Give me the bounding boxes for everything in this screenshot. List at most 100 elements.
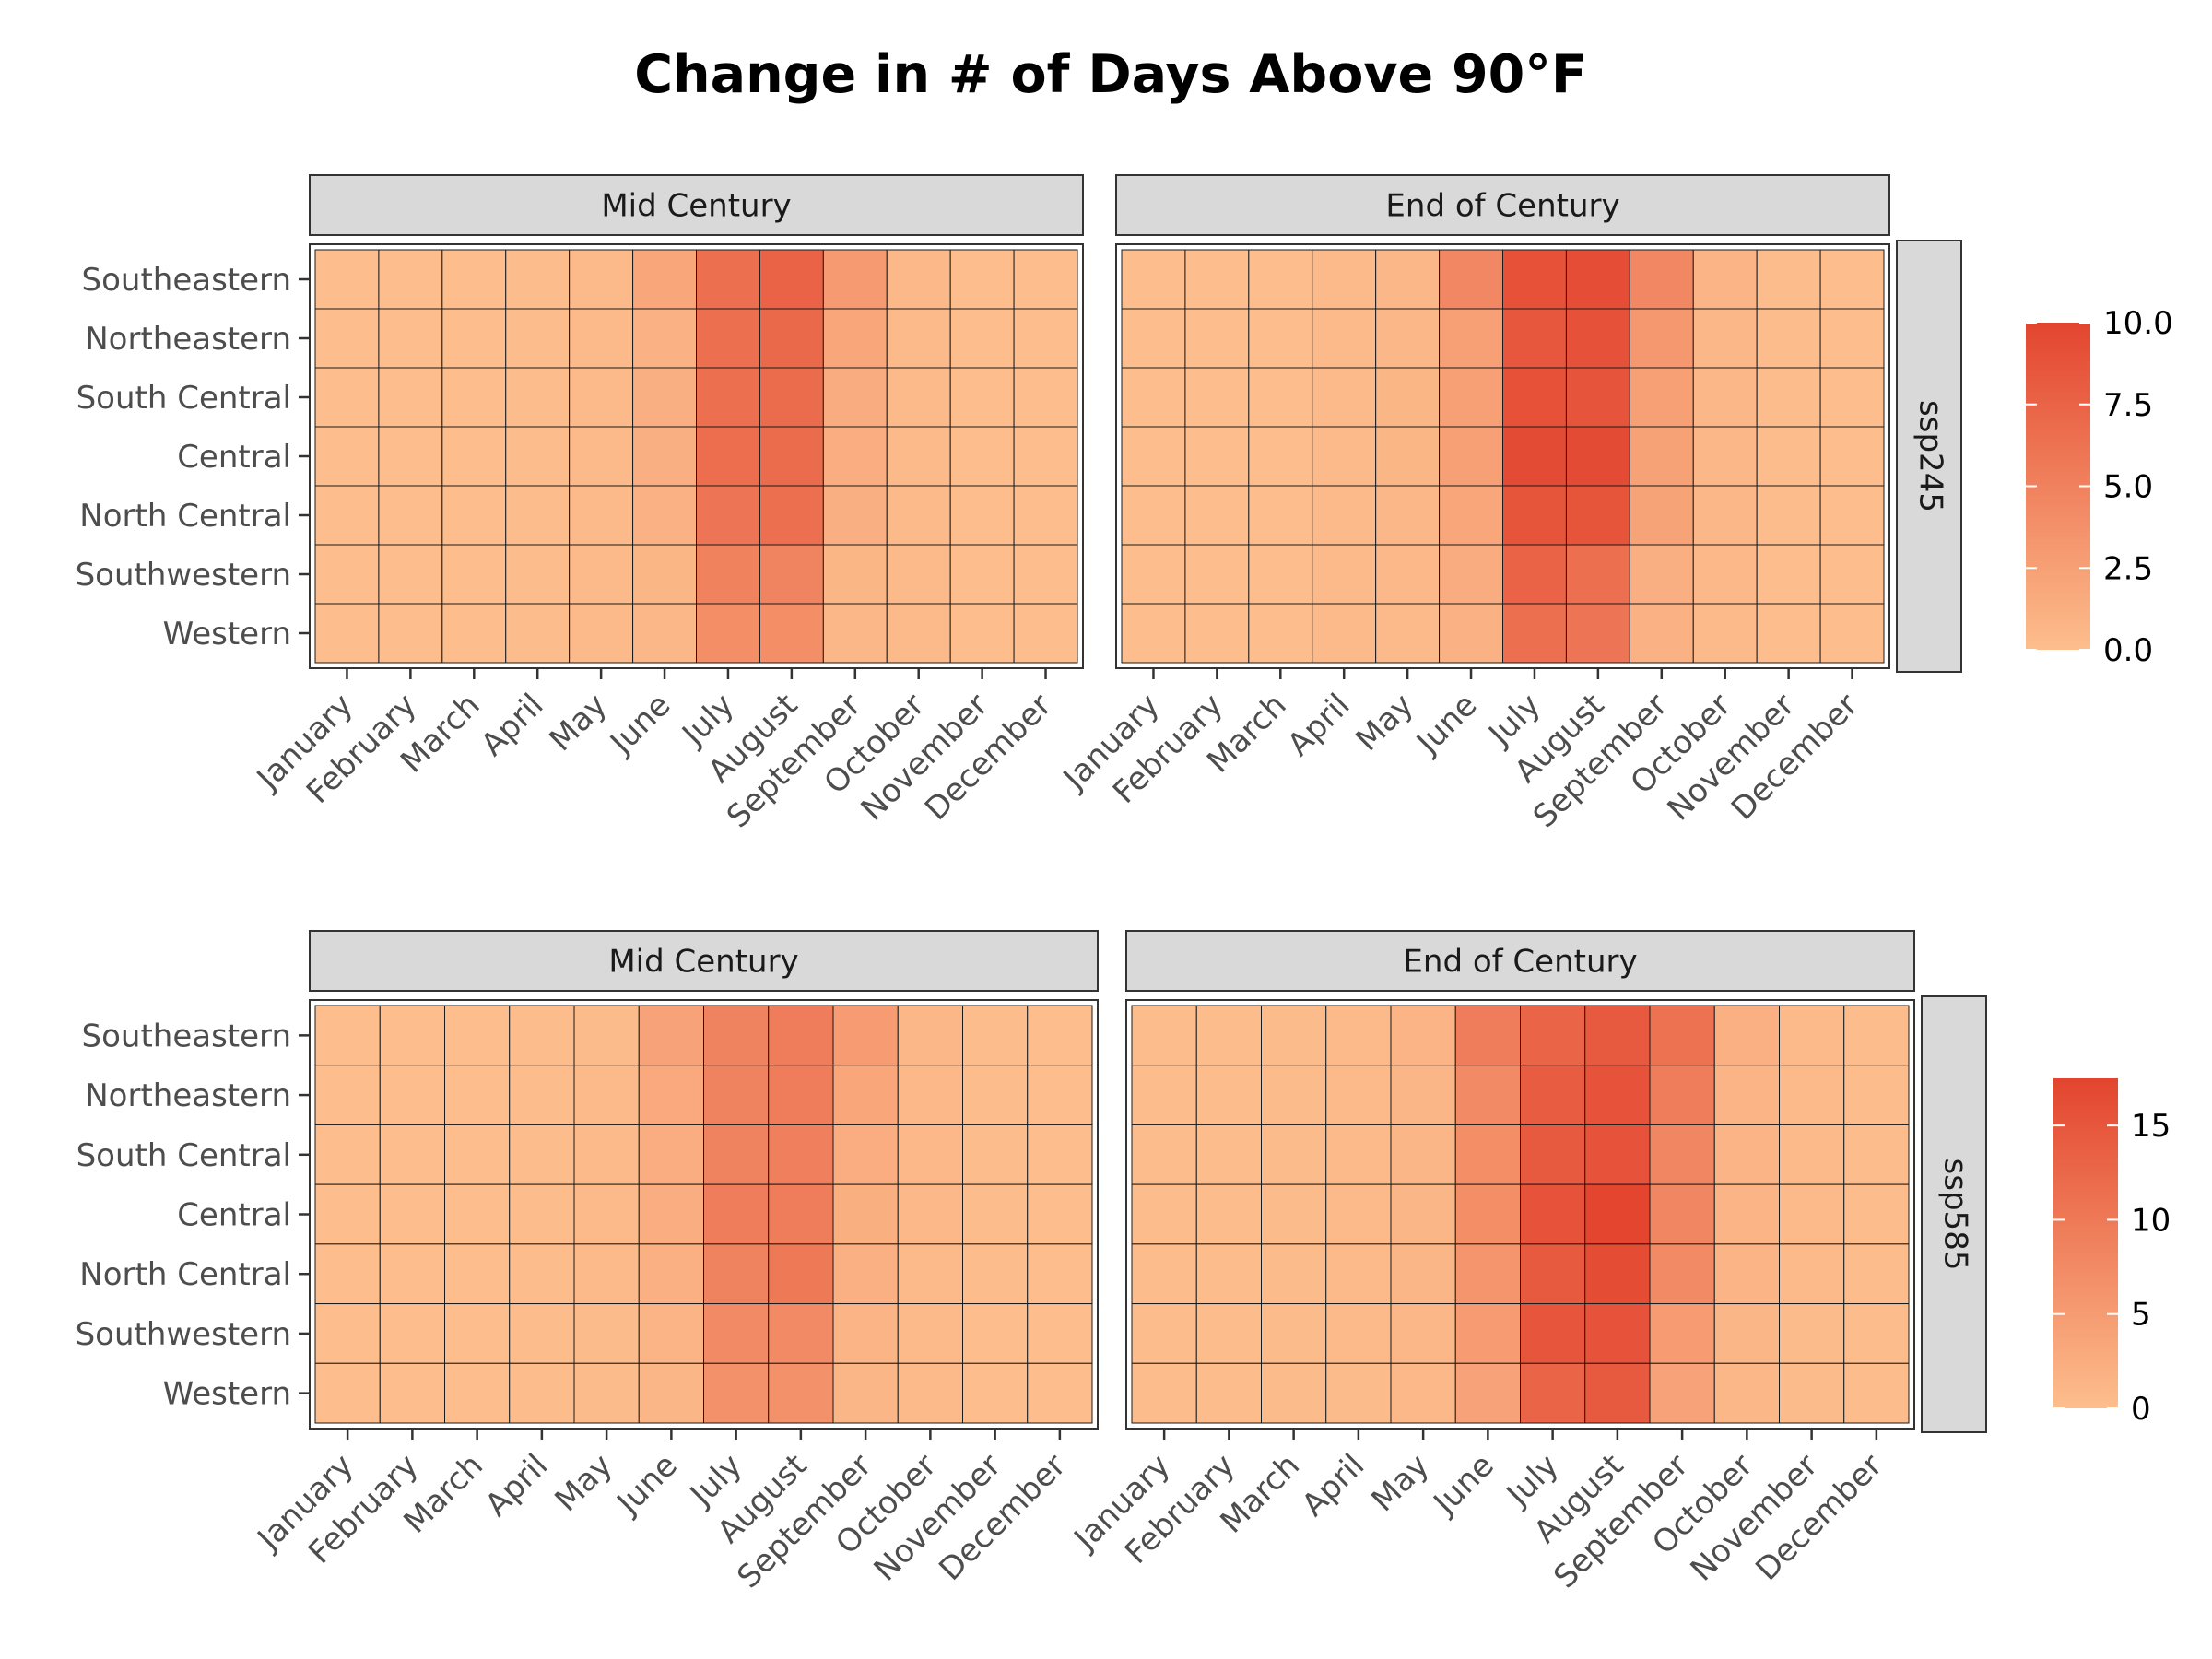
heat-tile <box>1502 544 1567 605</box>
heat-tile <box>1629 308 1694 369</box>
heat-tile <box>703 1124 770 1185</box>
facet-strip <box>1125 930 1915 992</box>
heat-tile <box>1248 308 1313 369</box>
heat-tile <box>822 426 888 487</box>
heat-tile <box>1649 1065 1715 1125</box>
heat-tile <box>632 367 698 428</box>
heat-tile <box>314 485 380 546</box>
facet-strip-label: End of Century <box>1403 944 1637 981</box>
y-tick-label: Central <box>177 439 291 476</box>
heat-tile <box>378 485 443 546</box>
y-tick-label: Western <box>163 616 291 653</box>
heat-tile <box>505 485 571 546</box>
heat-tile <box>949 308 1015 369</box>
heat-tile <box>1629 426 1694 487</box>
heat-tile <box>1629 249 1694 310</box>
heat-tile <box>897 1303 963 1364</box>
heat-tile <box>1454 1005 1521 1066</box>
heat-tile <box>1121 308 1186 369</box>
heat-tile <box>378 308 443 369</box>
heat-tile <box>1195 1065 1262 1125</box>
heat-tile <box>1027 1303 1093 1364</box>
heat-tile <box>1819 367 1885 428</box>
heat-tile <box>1502 485 1567 546</box>
heat-tile <box>1819 544 1885 605</box>
colorbar-tick-label: 2.5 <box>2103 550 2153 587</box>
heat-tile <box>1184 485 1250 546</box>
y-tick-label: South Central <box>76 380 291 417</box>
heat-tile <box>638 1243 704 1305</box>
heat-tile <box>509 1065 575 1125</box>
panel-border <box>1115 243 1890 669</box>
heat-tile <box>509 1362 575 1424</box>
heat-tile <box>1027 1005 1093 1066</box>
heat-tile <box>1439 426 1503 487</box>
heat-tile <box>962 1183 1029 1245</box>
heat-tile <box>768 1362 834 1424</box>
heat-tile <box>832 1183 899 1245</box>
heat-tile <box>832 1362 899 1424</box>
heat-tile <box>1756 367 1821 428</box>
heat-tile <box>505 426 571 487</box>
heat-tile <box>1454 1303 1521 1364</box>
heat-tile <box>509 1005 575 1066</box>
colorbar-tick-label: 0 <box>2131 1391 2151 1428</box>
heat-tile <box>1121 426 1186 487</box>
heat-tile <box>1584 1005 1651 1066</box>
heat-tile <box>949 367 1015 428</box>
heat-tile <box>1195 1303 1262 1364</box>
heat-tile <box>1565 367 1630 428</box>
heat-tile <box>1131 1005 1197 1066</box>
facet-strip-label: End of Century <box>1385 188 1619 225</box>
heat-tile <box>1013 603 1078 664</box>
heat-tile <box>379 1124 445 1185</box>
colorbar-ssp245: 0.0 2.5 5.0 7.5 10.0 <box>2026 305 2173 669</box>
facet-strip <box>1115 174 1890 236</box>
heat-tile <box>1325 1124 1392 1185</box>
heat-tile <box>1584 1124 1651 1185</box>
colorbar-tick-label: 7.5 <box>2103 387 2153 424</box>
heat-tile <box>379 1005 445 1066</box>
colorbar-tick-label: 10 <box>2131 1202 2171 1239</box>
heat-tile <box>886 485 951 546</box>
heat-tile <box>1312 367 1377 428</box>
heat-tile <box>886 603 951 664</box>
heat-tile <box>573 1065 640 1125</box>
heat-tile <box>378 249 443 310</box>
heat-tile <box>1649 1183 1715 1245</box>
heat-tile <box>1629 485 1694 546</box>
heat-tile <box>962 1005 1029 1066</box>
heat-tile <box>1248 367 1313 428</box>
heat-tile <box>441 249 507 310</box>
heat-tile <box>703 1243 770 1305</box>
heat-tile <box>1312 308 1377 369</box>
heat-tile <box>696 308 760 369</box>
heat-tile <box>569 544 634 605</box>
heat-tile <box>638 1362 704 1424</box>
heat-tile <box>1843 1065 1910 1125</box>
x-tick-label: May <box>1364 1447 1436 1519</box>
heat-tile <box>1261 1183 1327 1245</box>
colorbar-tick-label: 10.0 <box>2103 305 2173 342</box>
heat-tile <box>1121 249 1186 310</box>
heat-tile <box>1439 485 1503 546</box>
heat-tile <box>886 249 951 310</box>
facet-ssp585-end: End of CenturyJanuaryFebruaryMarchAprilM… <box>1066 930 1915 1595</box>
heat-tile <box>1131 1124 1197 1185</box>
heat-tile <box>897 1124 963 1185</box>
heat-tile <box>1713 1005 1780 1066</box>
heat-tile <box>1184 544 1250 605</box>
heat-tile <box>1439 603 1503 664</box>
heat-tile <box>1121 603 1186 664</box>
heat-tile <box>1325 1005 1392 1066</box>
heat-tile <box>632 426 698 487</box>
heat-tile <box>759 426 824 487</box>
heat-tile <box>1502 367 1567 428</box>
panel-border <box>1125 999 1915 1430</box>
heat-tile <box>632 603 698 664</box>
y-tick-label: Western <box>163 1376 291 1413</box>
heat-tile <box>638 1303 704 1364</box>
y-tick-label: Southwestern <box>76 1316 291 1353</box>
heat-tile <box>1184 249 1250 310</box>
heat-tile <box>441 485 507 546</box>
